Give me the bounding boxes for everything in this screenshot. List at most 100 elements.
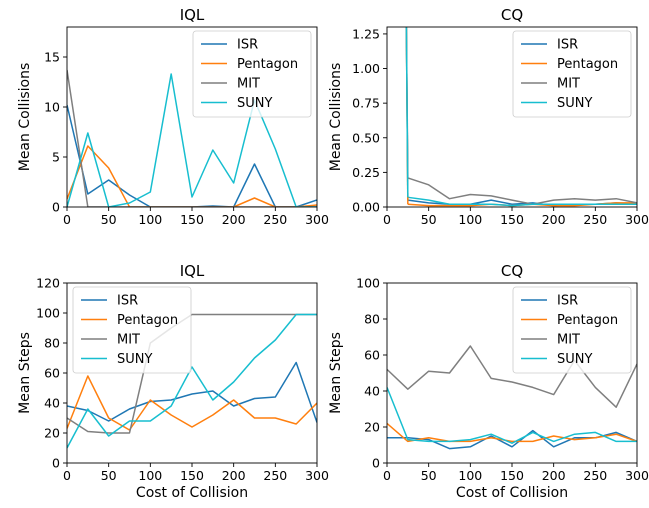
series-entry-suny [405,27,409,198]
y-tick-label: 0 [52,456,60,471]
y-tick-label: 1.25 [352,26,380,41]
legend: ISR Pentagon MIT SUNY [512,30,632,118]
y-tick-label: 100 [356,276,380,291]
legend-label-mit: MIT [557,77,580,92]
legend-label-pentagon: Pentagon [557,57,618,72]
chart-panel-3: 0 50 100 150 200 250 300 0 20 40 60 80 100 120 IQL Cost… [17,262,329,501]
legend-label-suny: SUNY [237,96,272,111]
x-tick-label: 300 [625,212,649,227]
series-line-isr [387,429,637,450]
x-tick-label: 0 [383,212,391,227]
legend-label-pentagon: Pentagon [237,57,298,72]
x-tick-label: 100 [458,212,482,227]
y-tick-label: 5 [52,150,60,165]
y-tick-label: 20 [364,420,380,435]
y-axis-label: Mean Steps [17,332,33,414]
y-tick-label: 0.00 [352,200,380,215]
series-line-suny [67,73,317,207]
legend-label-pentagon: Pentagon [557,313,618,328]
series-line-mit [387,345,637,408]
x-tick-label: 50 [421,212,437,227]
legend-label-suny: SUNY [117,352,152,367]
x-tick-label: 250 [263,212,287,227]
x-tick-label: 150 [180,468,204,483]
y-tick-label: 20 [44,426,60,441]
chart-panel-1: 0 50 100 150 200 250 300 0 5 10 15 IQL Mean Collisio… [17,6,329,227]
chart-title: CQ [501,262,523,280]
y-tick-label: 15 [44,50,60,65]
x-tick-label: 100 [458,468,482,483]
x-tick-label: 100 [138,212,162,227]
chart-title: IQL [180,6,205,24]
y-tick-label: 10 [44,100,60,115]
x-tick-label: 150 [500,212,524,227]
series-line-isr [67,361,317,423]
chart-title: CQ [501,6,523,24]
x-tick-label: 200 [222,212,246,227]
y-tick-label: 0.50 [352,130,380,145]
series-group [67,313,317,449]
series-group [407,177,637,207]
legend: ISR Pentagon MIT SUNY [512,286,632,374]
x-tick-label: 200 [222,468,246,483]
x-tick-label: 50 [101,468,117,483]
x-tick-label: 0 [63,468,71,483]
legend-label-isr: ISR [557,294,578,309]
legend-box [192,30,312,118]
chart-panel-4: 0 50 100 150 200 250 300 0 20 40 60 80 100 CQ Cost of … [328,262,649,501]
legend-box [512,286,632,374]
chart-title: IQL [180,262,205,280]
x-tick-label: 300 [625,468,649,483]
y-axis-label: Mean Collisions [328,63,344,172]
y-tick-label: 120 [36,276,60,291]
legend: ISR Pentagon MIT SUNY [72,286,192,374]
y-tick-label: 0 [372,456,380,471]
legend-label-mit: MIT [117,333,140,348]
y-axis-label: Mean Steps [328,332,344,414]
y-tick-label: 40 [364,384,380,399]
series-line-suny [387,387,637,444]
x-tick-label: 50 [421,468,437,483]
x-tick-label: 300 [305,468,329,483]
x-tick-label: 50 [101,212,117,227]
series-line-suny [407,196,637,207]
x-tick-label: 250 [583,212,607,227]
x-tick-label: 300 [305,212,329,227]
x-tick-label: 0 [63,212,71,227]
legend-label-suny: SUNY [557,352,592,367]
x-tick-label: 200 [542,212,566,227]
y-tick-label: 80 [364,312,380,327]
y-axis-label: Mean Collisions [17,63,33,172]
series-line-isr [67,104,317,207]
x-axis-label: Cost of Collision [136,485,248,501]
x-tick-label: 200 [542,468,566,483]
y-tick-label: 0 [52,200,60,215]
legend: ISR Pentagon MIT SUNY [192,30,312,118]
y-tick-label: 60 [44,366,60,381]
legend-label-isr: ISR [237,38,258,53]
series-line-mit [67,313,317,434]
legend-box [72,286,192,374]
series-line-suny [67,313,317,449]
legend-label-suny: SUNY [557,96,592,111]
x-tick-label: 250 [583,468,607,483]
series-line-pentagon [67,375,317,431]
legend-label-mit: MIT [557,333,580,348]
series-line-pentagon [387,422,637,443]
legend-box [512,30,632,118]
y-tick-label: 0.25 [352,165,380,180]
legend-label-isr: ISR [557,38,578,53]
x-tick-label: 150 [180,212,204,227]
y-tick-label: 1.00 [352,61,380,76]
series-line-mit [407,177,637,205]
series-group [387,345,637,450]
legend-label-isr: ISR [117,294,138,309]
x-tick-label: 150 [500,468,524,483]
legend-label-pentagon: Pentagon [117,313,178,328]
y-tick-label: 80 [44,336,60,351]
series-group [67,69,317,207]
y-tick-label: 100 [36,306,60,321]
y-tick-label: 40 [44,396,60,411]
legend-label-mit: MIT [237,77,260,92]
x-tick-label: 0 [383,468,391,483]
